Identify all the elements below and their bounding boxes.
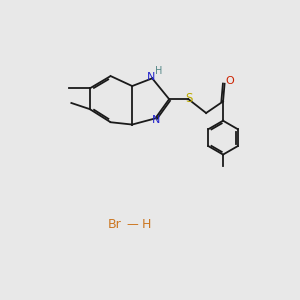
Text: H: H [155, 66, 162, 76]
Text: O: O [226, 76, 234, 86]
Text: Br: Br [108, 218, 122, 231]
Text: H: H [142, 218, 152, 231]
Text: S: S [185, 92, 193, 105]
Text: N: N [152, 115, 160, 125]
Text: N: N [147, 72, 156, 82]
Text: —: — [126, 218, 138, 231]
